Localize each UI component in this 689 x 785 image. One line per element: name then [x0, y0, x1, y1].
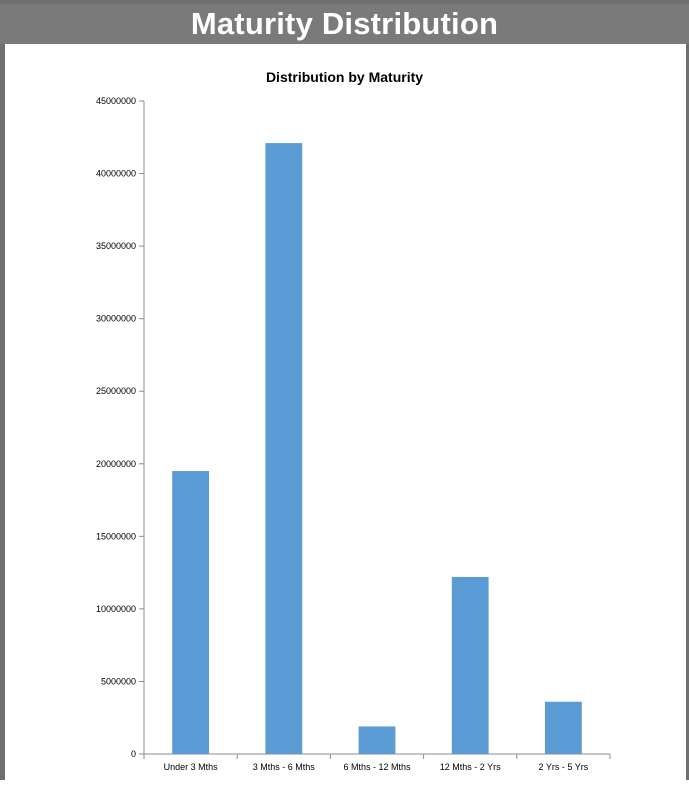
y-axis: 0 5000000 10000000 15000000 20000000 25000000…: [96, 96, 145, 759]
y-tick-label: 0: [131, 749, 136, 759]
y-tick-label: 15000000: [96, 531, 136, 541]
x-tick-label: 6 Mths - 12 Mths: [343, 762, 411, 772]
bar-chart: 0 5000000 10000000 15000000 20000000 25000000…: [96, 96, 611, 772]
x-tick-label: 3 Mths - 6 Mths: [253, 762, 316, 772]
y-tick-label: 35000000: [96, 241, 136, 251]
x-axis: Under 3 Mths 3 Mths - 6 Mths 6 Mths - 12 M…: [143, 753, 611, 772]
page-title: Maturity Distribution: [0, 4, 689, 44]
y-tick-label: 40000000: [96, 169, 136, 179]
y-tick-label: 45000000: [96, 96, 136, 106]
y-tick-label: 5000000: [101, 676, 136, 686]
y-tick-label: 30000000: [96, 314, 136, 324]
chart-container: Distribution by Maturity 0 5000000 1000000…: [0, 58, 689, 780]
x-tick-label: 2 Yrs - 5 Yrs: [539, 762, 589, 772]
y-tick-label: 25000000: [96, 386, 136, 396]
bar: [172, 471, 210, 754]
chart-title: Distribution by Maturity: [265, 69, 424, 85]
y-tick-label: 10000000: [96, 604, 136, 614]
x-tick-label: 12 Mths - 2 Yrs: [440, 762, 501, 772]
bar: [358, 726, 396, 754]
bar: [544, 701, 582, 754]
x-tick-label: Under 3 Mths: [164, 762, 219, 772]
bar: [265, 143, 303, 754]
bars: [172, 143, 582, 754]
y-tick-label: 20000000: [96, 459, 136, 469]
bar: [451, 576, 489, 754]
